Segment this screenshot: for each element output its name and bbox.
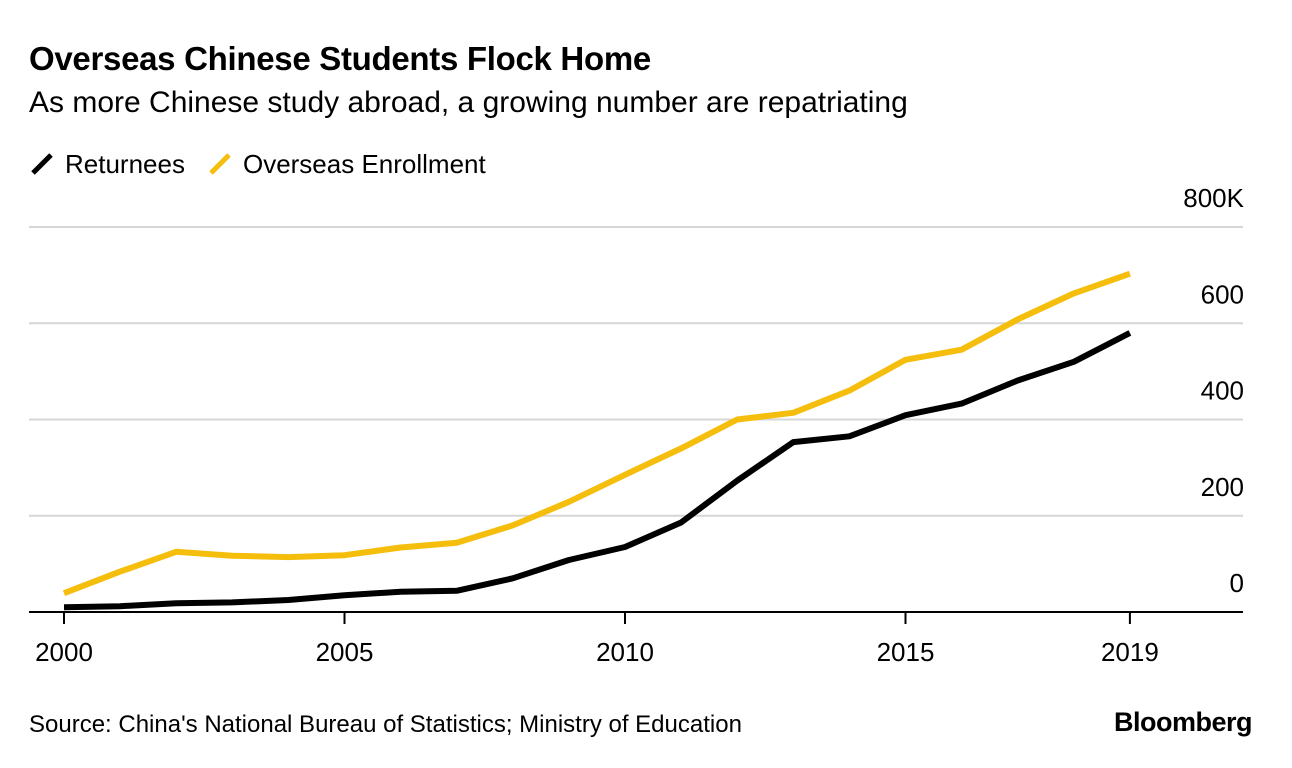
x-axis: 2000 2005 2010 2015 2019 — [29, 611, 1243, 667]
chart-subtitle: As more Chinese study abroad, a growing … — [29, 86, 908, 119]
x-tick-label-2019: 2019 — [1101, 637, 1159, 667]
legend-item-returnees: Returnees — [29, 149, 185, 180]
grid-layer — [29, 226, 1243, 517]
y-tick-label-200: 200 — [1201, 472, 1244, 502]
y-tick-label-800: 800K — [1183, 183, 1244, 213]
y-tick-label-600: 600 — [1201, 279, 1244, 309]
series-line-returnees — [63, 330, 1132, 611]
x-tick-label-2010: 2010 — [596, 637, 654, 667]
enrollment-swatch-icon — [209, 153, 231, 175]
series-line-overseas-enrollment — [62, 270, 1131, 596]
legend-label-overseas-enrollment: Overseas Enrollment — [242, 148, 486, 179]
legend-item-overseas-enrollment: Overseas Enrollment — [207, 149, 486, 180]
chart-title: Overseas Chinese Students Flock Home — [29, 40, 651, 77]
legend-label-returnees: Returnees — [65, 148, 185, 179]
returnees-swatch-icon — [31, 153, 53, 175]
x-tick-label-2005: 2005 — [316, 637, 374, 667]
y-tick-label-400: 400 — [1201, 376, 1244, 406]
series-layer — [62, 270, 1132, 611]
x-tick-label-2015: 2015 — [877, 637, 935, 667]
x-tick-label-2000: 2000 — [35, 637, 93, 667]
bloomberg-logo: Bloomberg — [1113, 707, 1253, 737]
legend: Returnees Overseas Enrollment — [29, 148, 508, 180]
y-axis-tick-labels: 0 200 400 600 800K — [1183, 183, 1244, 598]
y-tick-label-0: 0 — [1230, 568, 1244, 598]
source-note: Source: China's National Bureau of Stati… — [29, 711, 742, 738]
